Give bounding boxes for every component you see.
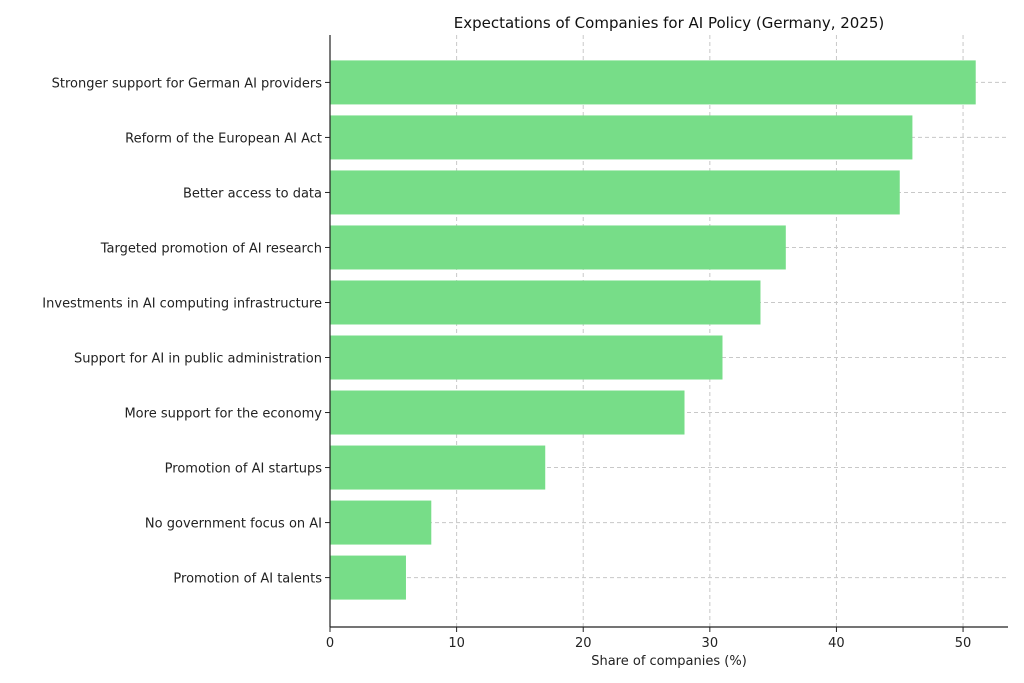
y-tick-label: Targeted promotion of AI research: [100, 241, 322, 256]
bar: [330, 170, 900, 215]
x-tick-label: 30: [702, 636, 719, 651]
bar: [330, 280, 761, 325]
y-tick-label: Promotion of AI startups: [165, 462, 323, 477]
x-tick-label: 0: [326, 636, 334, 651]
bars: [330, 60, 976, 600]
x-tick-label: 50: [955, 636, 972, 651]
bar: [330, 500, 432, 545]
y-tick-labels: Stronger support for German AI providers…: [42, 76, 330, 587]
y-tick-label: Promotion of AI talents: [173, 572, 322, 587]
x-tick-label: 20: [575, 636, 592, 651]
x-tick-labels: 0 10 20 30 40 50: [326, 627, 971, 651]
bar: [330, 115, 913, 160]
bar: [330, 445, 546, 490]
chart-title: Expectations of Companies for AI Policy …: [454, 14, 885, 32]
x-tick-label: 40: [828, 636, 845, 651]
bar: [330, 335, 723, 380]
bar: [330, 555, 406, 600]
y-tick-label: Investments in AI computing infrastructu…: [42, 296, 322, 311]
bar: [330, 60, 976, 105]
x-axis-label: Share of companies (%): [591, 654, 747, 669]
y-tick-label: Reform of the European AI Act: [125, 131, 322, 146]
x-tick-label: 10: [448, 636, 465, 651]
y-tick-label: Support for AI in public administration: [74, 352, 322, 367]
y-tick-label: Stronger support for German AI providers: [52, 76, 323, 91]
bar: [330, 390, 685, 435]
y-tick-label: No government focus on AI: [145, 517, 322, 532]
y-tick-label: Better access to data: [183, 186, 322, 201]
bar: [330, 225, 786, 270]
y-tick-label: More support for the economy: [124, 407, 322, 422]
